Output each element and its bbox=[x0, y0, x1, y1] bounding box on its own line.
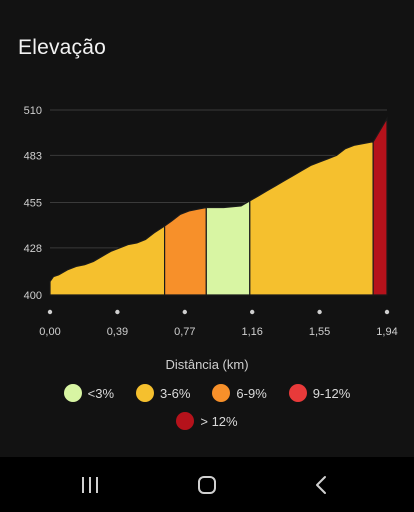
home-icon bbox=[198, 475, 216, 494]
legend-label-3-6: 3-6% bbox=[160, 385, 191, 401]
x-axis-title: Distância (km) bbox=[165, 357, 249, 372]
legend-label-gt12: > 12% bbox=[200, 413, 238, 429]
x-tick-dot bbox=[317, 309, 322, 315]
legend-swatch-6-9 bbox=[212, 384, 231, 402]
legend-row-2: > 12% bbox=[0, 412, 414, 430]
legend-item-3-6: 3-6% bbox=[136, 384, 190, 402]
legend-item-9-12: 9-12% bbox=[288, 384, 351, 402]
x-tick-label: 1,55 bbox=[309, 326, 330, 338]
x-axis-ticks: 0,00 0,39 0,77 1,16 1,55 1,94 bbox=[39, 309, 398, 338]
x-tick-label: 0,39 bbox=[107, 326, 128, 338]
x-tick-dot bbox=[47, 309, 53, 315]
x-tick-label: 1,16 bbox=[241, 326, 262, 338]
x-tick-dot bbox=[384, 309, 390, 315]
legend-item-gt12: > 12% bbox=[176, 412, 238, 430]
legend-label-6-9: 6-9% bbox=[236, 385, 267, 401]
legend-swatch-gt12 bbox=[176, 412, 195, 430]
y-axis-ticks: 510 483 455 428 400 bbox=[24, 105, 42, 302]
y-tick-label: 483 bbox=[24, 150, 42, 162]
y-tick-label: 510 bbox=[24, 105, 42, 117]
legend-row-1: <3% 3-6% 6-9% 9-12% bbox=[0, 384, 414, 402]
home-button[interactable] bbox=[167, 457, 247, 512]
x-tick-dot bbox=[250, 309, 255, 315]
legend-label-9-12: 9-12% bbox=[312, 385, 351, 401]
x-tick-label: 0,77 bbox=[174, 326, 195, 338]
elevation-segment bbox=[49, 224, 166, 296]
x-tick-label: 1,94 bbox=[376, 326, 397, 338]
x-tick-dot bbox=[115, 309, 120, 315]
x-tick-dot bbox=[182, 309, 187, 315]
elevation-segment bbox=[372, 116, 388, 296]
page-title: Elevação bbox=[18, 36, 106, 59]
legend-swatch-lt3 bbox=[63, 384, 82, 402]
back-button[interactable] bbox=[282, 457, 362, 512]
legend-swatch-9-12 bbox=[288, 384, 307, 402]
y-tick-label: 400 bbox=[24, 290, 42, 302]
elevation-segment bbox=[164, 206, 207, 296]
elevation-segment bbox=[205, 199, 251, 296]
legend-item-6-9: 6-9% bbox=[212, 384, 267, 402]
x-tick-label: 0,00 bbox=[39, 326, 60, 338]
back-icon bbox=[316, 475, 326, 494]
elevation-segment bbox=[249, 141, 374, 296]
legend-item-lt3: <3% bbox=[63, 384, 115, 402]
legend-label-lt3: <3% bbox=[87, 385, 115, 401]
recent-apps-icon bbox=[82, 476, 98, 493]
elevation-area bbox=[49, 116, 388, 296]
recent-apps-button[interactable] bbox=[50, 457, 130, 512]
y-tick-label: 428 bbox=[24, 243, 42, 255]
legend-swatch-3-6 bbox=[136, 384, 155, 402]
elevation-chart: 510 483 455 428 400 0,00 0,39 0,77 1,16 1,55 1,94 bbox=[24, 105, 398, 338]
system-navigation-bar bbox=[0, 457, 414, 512]
y-tick-label: 455 bbox=[24, 198, 42, 210]
